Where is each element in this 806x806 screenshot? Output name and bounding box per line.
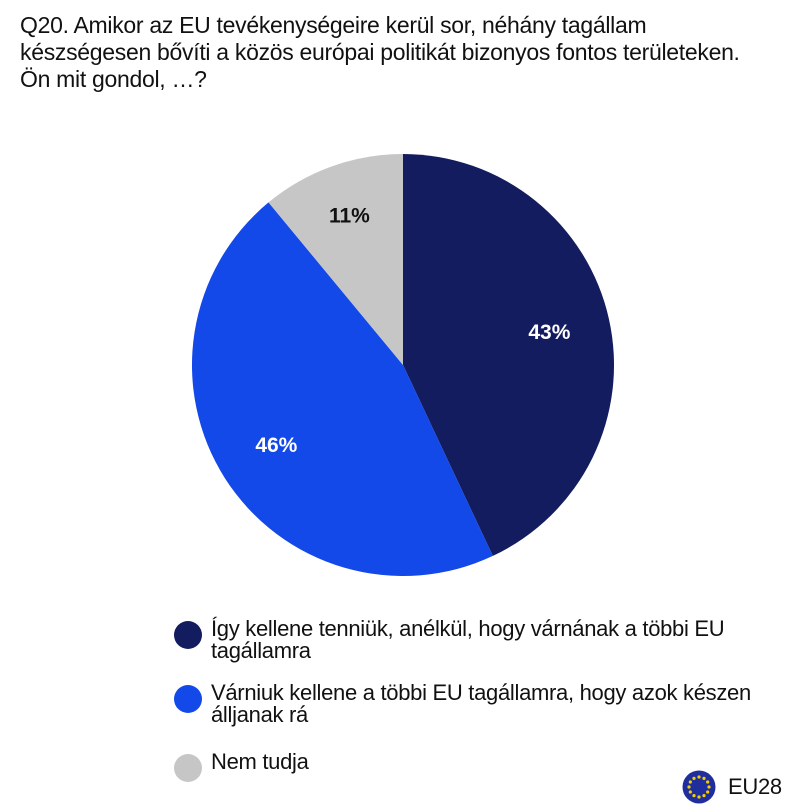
- legend-item-act-now: Így kellene tenniük, anélkül, hogy várná…: [174, 618, 791, 662]
- region-label: EU28: [728, 774, 782, 799]
- region-indicator: EU28: [682, 770, 782, 804]
- legend-label-wait: Várniuk kellene a többi EU tagállamra, h…: [211, 680, 751, 727]
- pie-labels: 43% 46% 11%: [255, 205, 570, 457]
- question-line-3: Ön mit gondol, …?: [20, 66, 207, 92]
- legend-item-dont-know: Nem tudja: [174, 751, 791, 782]
- pie-slice-act-now: [403, 154, 615, 556]
- pie-label-dont-know: 11%: [329, 205, 370, 228]
- question-line-1: Q20. Amikor az EU tevékenységeire kerül …: [20, 12, 647, 38]
- legend-dot-act-now-icon: [174, 621, 202, 649]
- pie-label-act-now: 43%: [528, 321, 570, 344]
- eu-flag-icon: [682, 770, 716, 804]
- question-line-2: készségesen bővíti a közös európai polit…: [20, 39, 740, 65]
- legend-item-wait: Várniuk kellene a többi EU tagállamra, h…: [174, 682, 791, 726]
- legend-dot-wait-icon: [174, 685, 202, 713]
- legend-dot-dont-know-icon: [174, 754, 202, 782]
- legend-label-dont-know: Nem tudja: [211, 749, 309, 774]
- legend-label-act-now: Így kellene tenniük, anélkül, hogy várná…: [211, 616, 725, 663]
- question-title: Q20. Amikor az EU tevékenységeire kerül …: [20, 12, 790, 93]
- pie-slices: [191, 154, 615, 577]
- pie-slice-dont-know: [268, 154, 403, 365]
- pie-slice-wait: [191, 202, 493, 577]
- pie-label-wait: 46%: [255, 434, 297, 457]
